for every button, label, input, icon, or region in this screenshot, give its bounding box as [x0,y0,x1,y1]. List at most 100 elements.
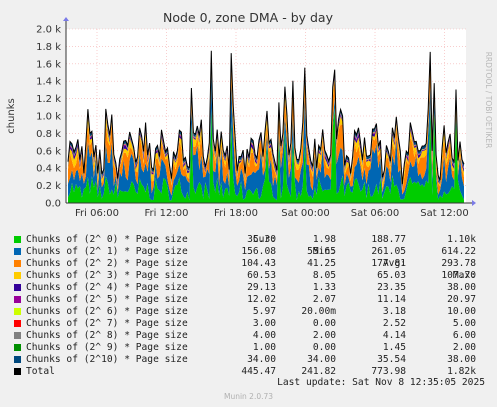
legend-max-value: 5.00 [452,318,476,329]
last-update: Last update: Sat Nov 8 12:35:05 2025 [277,377,485,388]
legend-swatch [14,236,21,243]
legend-cur-value: 60.53 [247,270,276,281]
legend-row: Chunks of (2^ 8) * Page size 4.00 2.00 4.14… [12,330,476,342]
x-tick-label: Fri 18:00 [214,208,258,219]
legend-avg-value: 65.03 [377,270,406,281]
legend-avg-value: 773.98 [371,366,406,377]
legend-min-value: 0.00 [312,318,336,329]
legend-series-name: Chunks of (2^ 8) * Page size [26,330,188,341]
legend-swatch [14,272,21,279]
legend-col-max: Max: [452,270,476,281]
legend-avg-value: 23.35 [377,282,406,293]
legend-row: Chunks of (2^ 5) * Page size 12.02 2.07 11.… [12,294,476,306]
y-tick-label: 0.6 k [36,146,61,157]
legend: Cur: Min: Avg: Max: Chunks of (2^ 0) * P… [12,222,476,378]
y-tick-label: 0.4 k [36,164,61,175]
legend-series-name: Chunks of (2^ 0) * Page size [26,234,188,245]
legend-row: Total 445.47 241.82 773.98 1.82k [12,366,476,378]
legend-series-name: Chunks of (2^ 5) * Page size [26,294,188,305]
legend-header: Cur: Min: Avg: Max: [12,222,476,281]
legend-cur-value: 12.02 [247,294,276,305]
legend-swatch [14,368,21,375]
axes [63,17,476,206]
legend-min-value: 8.05 [312,270,336,281]
legend-max-value: 1.82k [447,366,476,377]
legend-row: Chunks of (2^ 4) * Page size 29.13 1.33 23.… [12,282,476,294]
x-tick-label: Sat 06:00 [351,208,399,219]
y-tick-label: 1.2 k [36,94,61,105]
legend-series-name: Chunks of (2^ 6) * Page size [26,306,188,317]
legend-series-name: Chunks of (2^ 7) * Page size [26,318,188,329]
y-tick-label: 1.6 k [36,59,61,70]
legend-max-value: 293.78 [441,258,476,269]
legend-swatch [14,248,21,255]
series-line-total [67,50,465,185]
legend-row: Chunks of (2^ 2) * Page size 104.43 41.25 1… [12,258,476,270]
series-area-0 [68,108,464,203]
x-tick-label: Fri 06:00 [75,208,119,219]
legend-max-value: 38.00 [447,354,476,365]
legend-avg-value: 11.14 [377,294,406,305]
legend-row: Chunks of (2^ 9) * Page size 1.00 0.00 1.45… [12,342,476,354]
legend-max-value: 107.70 [441,270,476,281]
legend-min-value: 20.00m [301,306,336,317]
legend-avg-value: 35.54 [377,354,406,365]
legend-series-name: Chunks of (2^ 3) * Page size [26,270,188,281]
legend-row: Chunks of (2^ 6) * Page size 5.97 20.00m 3.… [12,306,476,318]
legend-col-min: Min: [312,246,336,257]
y-axis-label: chunks [6,98,17,134]
legend-max-value: 10.00 [447,306,476,317]
legend-swatch [14,332,21,339]
legend-cur-value: 29.13 [247,282,276,293]
legend-row: Chunks of (2^ 3) * Page size 60.53 8.05 65.… [12,270,476,282]
legend-cur-value: 3.00 [252,318,276,329]
legend-min-value: 0.00 [312,342,336,353]
legend-avg-value: 3.18 [382,306,406,317]
legend-series-name: Total [26,366,55,377]
legend-max-value: 1.10k [447,234,476,245]
total-line [67,50,465,185]
legend-swatch [14,344,21,351]
legend-cur-value: 35.30 [247,234,276,245]
legend-row: Chunks of (2^ 0) * Page size 35.30 1.98 188… [12,234,476,246]
legend-swatch [14,260,21,267]
legend-min-value: 55.65 [307,246,336,257]
legend-row: Chunks of (2^10) * Page size 34.00 34.00 35… [12,354,476,366]
legend-min-value: 34.00 [307,354,336,365]
x-tick-labels: Fri 06:00 Fri 12:00 Fri 18:00 Sat 00:00 Sat … [75,208,469,219]
x-tick-label: Fri 12:00 [145,208,189,219]
x-tick-label: Sat 00:00 [281,208,329,219]
legend-cur-value: 1.00 [252,342,276,353]
legend-max-value: 2.00 [452,342,476,353]
legend-min-value: 1.33 [312,282,336,293]
legend-min-value: 2.07 [312,294,336,305]
legend-cur-value: 4.00 [252,330,276,341]
legend-min-value: 41.25 [307,258,336,269]
legend-swatch [14,356,21,363]
legend-swatch [14,284,21,291]
legend-min-value: 241.82 [301,366,336,377]
legend-cur-value: 156.08 [241,246,276,257]
y-tick-label: 1.4 k [36,77,61,88]
legend-cur-value: 104.43 [241,258,276,269]
x-axis-arrow [472,200,476,206]
legend-cur-value: 445.47 [241,366,276,377]
legend-swatch [14,296,21,303]
legend-row: Chunks of (2^ 1) * Page size 156.08 55.65 2… [12,246,476,258]
y-tick-label: 1.8 k [36,42,61,53]
legend-min-value: 1.98 [312,234,336,245]
legend-series-name: Chunks of (2^10) * Page size [26,354,188,365]
rrdtool-label: RRDTOOL / TOBI OETIKER [484,52,493,149]
legend-swatch [14,320,21,327]
series-area-3 [68,56,464,191]
series-area-2 [68,61,464,196]
y-tick-labels: 0.0 0.2 k 0.4 k 0.6 k 0.8 k 1.0 k 1.2 k 1.4 k 1.… [36,25,61,210]
legend-max-value: 6.00 [452,330,476,341]
legend-cur-value: 5.97 [252,306,276,317]
munin-version: Munin 2.0.73 [223,392,274,401]
legend-max-value: 20.97 [447,294,476,305]
y-tick-label: 0.2 k [36,181,61,192]
legend-avg-value: 2.52 [382,318,406,329]
legend-col-avg: Avg: [382,258,406,269]
